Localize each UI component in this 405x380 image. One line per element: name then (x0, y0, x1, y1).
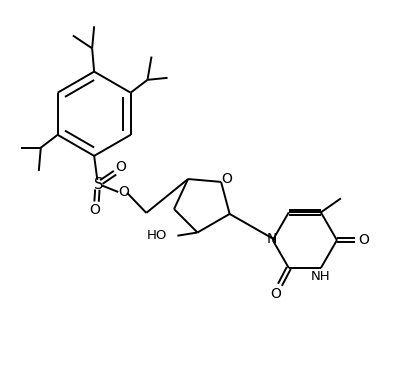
Text: S: S (94, 177, 103, 192)
Text: NH: NH (311, 270, 331, 283)
Text: O: O (358, 233, 369, 247)
Text: HO: HO (147, 229, 167, 242)
Text: O: O (115, 160, 126, 174)
Text: O: O (271, 287, 281, 301)
Text: O: O (221, 172, 232, 186)
Text: O: O (90, 203, 100, 217)
Text: O: O (118, 185, 129, 199)
Text: N: N (266, 232, 277, 246)
